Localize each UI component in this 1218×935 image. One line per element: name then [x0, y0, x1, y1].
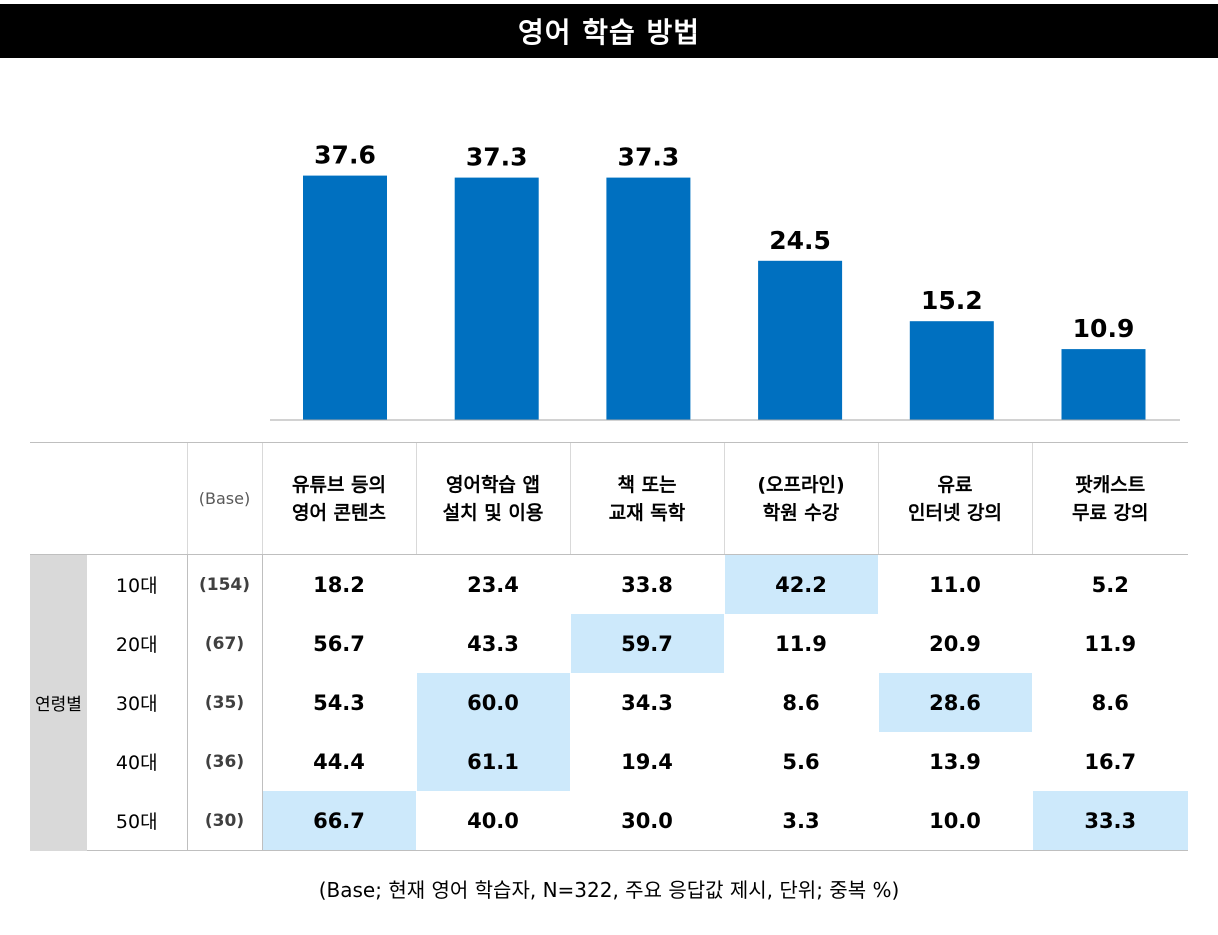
base-count: (67) — [187, 614, 263, 673]
column-header-line: 유튜브 등의 — [291, 473, 386, 496]
bar — [1061, 349, 1146, 420]
value-cell: 13.9 — [877, 732, 1032, 791]
table-row: 연령별 10대 (154) 18.2 23.4 33.8 42.2 11.0 5.2 — [30, 554, 1188, 851]
column-header: (오프라인) 학원 수강 — [723, 442, 878, 555]
value-cell: 23.4 — [415, 554, 570, 614]
age-label: 10대 — [87, 554, 188, 614]
value-cell: 44.4 — [313, 749, 365, 774]
bar-value-label: 24.5 — [769, 226, 831, 255]
value-cell: 8.6 — [723, 673, 878, 732]
table-row: 30대 (35) 54.3 60.0 34.3 8.6 28.6 8.6 — [30, 673, 1188, 732]
value-cell: 34.3 — [569, 673, 724, 732]
value-cell: 56.7 — [313, 631, 365, 656]
value-cell: 3.3 — [723, 791, 878, 851]
column-header-line: 무료 강의 — [1071, 501, 1149, 524]
value-cell: 11.9 — [1031, 614, 1188, 673]
value-cell: 11.0 — [877, 554, 1032, 614]
age-label: 30대 — [87, 673, 188, 732]
value-cell: 43.3 — [415, 614, 570, 673]
column-header-line: 유료 — [937, 473, 973, 496]
bar-value-label: 37.6 — [314, 141, 376, 170]
value-cell: 11.9 — [723, 614, 878, 673]
value-cell: 10.0 — [877, 791, 1032, 851]
value-cell: 5.6 — [723, 732, 878, 791]
value-cell: 40.0 — [415, 791, 570, 851]
table-row: 50대 (30) 66.7 40.0 30.0 3.3 10.0 33.3 — [30, 791, 1188, 851]
bar — [758, 260, 843, 421]
column-header-line: 설치 및 이용 — [442, 501, 544, 524]
value-cell: 66.7 — [262, 791, 416, 851]
value-cell: 19.4 — [569, 732, 724, 791]
column-header-line: 책 또는 — [617, 473, 677, 496]
age-label: 40대 — [87, 732, 188, 791]
bar — [909, 321, 994, 420]
column-header-line: 인터넷 강의 — [907, 501, 1002, 524]
value-cell: 33.8 — [569, 554, 724, 614]
column-header-line: 학원 수강 — [762, 501, 840, 524]
footnote: (Base; 현재 영어 학습자, N=322, 주요 응답값 제시, 단위; … — [318, 878, 900, 902]
base-count: (35) — [187, 673, 263, 732]
header-blank-cell — [30, 442, 187, 555]
table-row: 20대 (67) 56.7 43.3 59.7 11.9 20.9 11.9 — [30, 614, 1188, 673]
column-header-line: 영어 콘텐츠 — [291, 501, 386, 524]
group-label: 연령별 — [30, 554, 87, 851]
value-cell: 60.0 — [415, 673, 570, 732]
table-row: 40대 (36) 44.4 61.1 19.4 5.6 13.9 16.7 — [30, 732, 1188, 791]
bar-value-label: 15.2 — [921, 286, 983, 315]
base-count: (36) — [187, 732, 263, 791]
value-cell: 28.6 — [877, 673, 1032, 732]
value-cell: 16.7 — [1031, 732, 1188, 791]
bar-chart: 37.6 37.3 37.3 24.5 15.2 10.9 — [270, 141, 1180, 421]
value-cell: 30.0 — [569, 791, 724, 851]
base-count: (30) — [187, 791, 263, 851]
bar — [454, 177, 539, 420]
value-cell: 8.6 — [1031, 673, 1188, 732]
value-cell: 61.1 — [415, 732, 570, 791]
value-cell: 18.2 — [313, 572, 365, 597]
chart-title: 영어 학습 방법 — [0, 4, 1218, 58]
column-header-line: 팟캐스트 — [1075, 473, 1146, 496]
bar-value-label: 37.3 — [618, 143, 680, 172]
value-cell: 20.9 — [877, 614, 1032, 673]
value-cell: 33.3 — [1031, 791, 1188, 851]
column-header-line: 교재 독학 — [608, 501, 686, 524]
bar-value-label: 10.9 — [1073, 314, 1135, 343]
base-header: (Base) — [186, 442, 262, 555]
bar-value-label: 37.3 — [466, 143, 528, 172]
column-header-line: 영어학습 앱 — [445, 473, 540, 496]
base-count: (154) — [187, 554, 263, 614]
column-header-line: (오프라인) — [757, 473, 845, 496]
bar — [606, 177, 691, 420]
value-cell: 59.7 — [569, 614, 724, 673]
value-cell: 5.2 — [1031, 554, 1188, 614]
age-label: 50대 — [87, 791, 188, 851]
bar — [303, 175, 387, 420]
value-cell: 42.2 — [723, 554, 878, 614]
age-label: 20대 — [87, 614, 188, 673]
value-cell: 54.3 — [313, 690, 365, 715]
